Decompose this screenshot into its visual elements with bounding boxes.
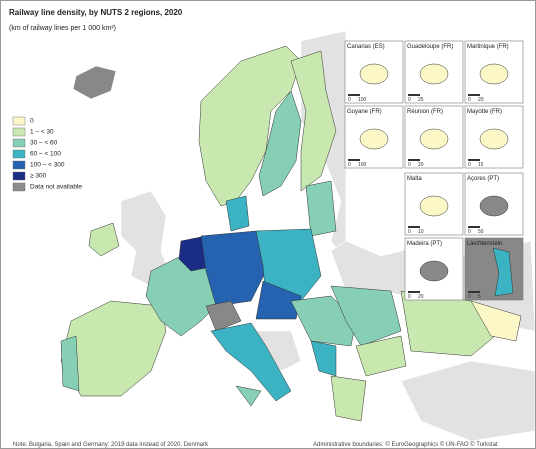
scale-label: 100 [358, 162, 367, 168]
credits: Administrative boundaries: © EuroGeograp… [313, 441, 498, 448]
scale-bar [408, 94, 420, 96]
inset-land [492, 247, 514, 297]
inset-land [359, 128, 389, 150]
scale-label: 10 [418, 229, 424, 235]
inset-land [479, 63, 509, 85]
inset-label: Malta [407, 176, 422, 182]
inset-label: Martinique (FR) [467, 44, 509, 50]
inset-label: Madeira (PT) [407, 241, 442, 247]
scale-label: 0 [408, 294, 411, 300]
scale-bar [348, 159, 360, 161]
inset-label: Réunion (FR) [407, 109, 443, 115]
scale-label: 0 [348, 97, 351, 103]
legend-swatch [12, 160, 26, 170]
scale-label: 20 [418, 294, 424, 300]
legend-label: 100 – < 300 [30, 162, 65, 169]
scale-bar [468, 226, 480, 228]
scale-bar [468, 94, 480, 96]
scale-bar [408, 159, 420, 161]
scale-label: 15 [478, 162, 484, 168]
scale-label: 0 [408, 97, 411, 103]
scale-label: 5 [478, 294, 481, 300]
subtitle: (km of railway lines per 1 000 km²) [9, 25, 116, 32]
scale-label: 0 [408, 162, 411, 168]
inset-frame [464, 237, 524, 301]
legend-label: Data not available [30, 184, 82, 191]
scale-bar [408, 226, 420, 228]
legend-swatch [12, 182, 26, 192]
footnote: Note: Bulgaria, Spain and Germany: 2019 … [13, 442, 209, 448]
scale-bar [348, 94, 360, 96]
legend-label: 30 – < 60 [30, 140, 58, 147]
scale-label: 0 [468, 97, 471, 103]
regions [60, 45, 522, 422]
scale-label: 0 [468, 229, 471, 235]
legend-label: 0 [30, 118, 34, 125]
inset-land [419, 128, 449, 150]
legend-swatch [12, 127, 26, 137]
inset-label: Guyane (FR) [347, 109, 382, 115]
inset-land [479, 195, 509, 217]
scale-label: 20 [478, 97, 484, 103]
scale-label: 0 [468, 162, 471, 168]
legend-swatch [12, 138, 26, 148]
inset-land [359, 63, 389, 85]
legend-label: 1 – < 30 [30, 129, 54, 136]
inset-label: Canarias (ES) [347, 44, 385, 50]
inset-label: Açores (PT) [467, 176, 499, 182]
scale-label: 0 [408, 229, 411, 235]
iceland [72, 65, 117, 100]
inset-land [419, 63, 449, 85]
scale-label: 50 [478, 229, 484, 235]
inset-label: Mayotte (FR) [467, 109, 502, 115]
legend-swatch [12, 149, 26, 159]
legend-swatch [12, 171, 26, 181]
title: Railway line density, by NUTS 2 regions,… [9, 8, 183, 17]
inset-label: Guadeloupe (FR) [407, 44, 453, 50]
scale-label: 0 [468, 294, 471, 300]
scale-bar [408, 291, 420, 293]
inset-label: Liechtenstein [467, 241, 502, 247]
scale-label: 25 [418, 97, 424, 103]
legend-label: 60 – < 100 [30, 151, 61, 158]
scale-bar [468, 291, 480, 293]
scale-bar [468, 159, 480, 161]
inset-land [419, 260, 449, 282]
inset-land [419, 195, 449, 217]
inset-land [479, 128, 509, 150]
scale-label: 0 [348, 162, 351, 168]
scale-label: 100 [358, 97, 367, 103]
legend-label: ≥ 300 [30, 173, 47, 180]
legend-swatch [12, 116, 26, 126]
scale-label: 20 [418, 162, 424, 168]
